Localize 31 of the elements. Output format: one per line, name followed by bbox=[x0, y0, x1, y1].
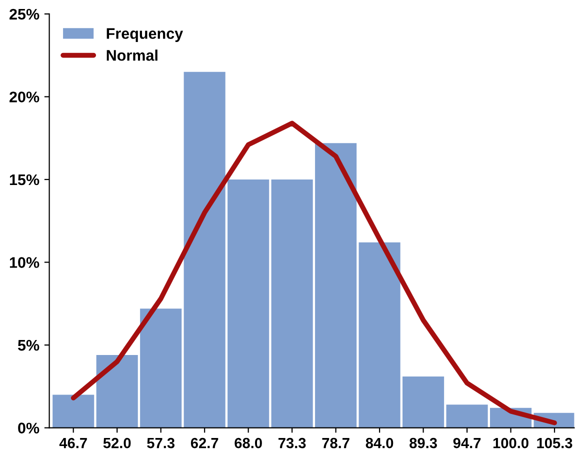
x-tick-label: 94.7 bbox=[453, 438, 481, 448]
x-tick-label: 52.0 bbox=[103, 438, 131, 448]
y-tick-label: 15% bbox=[10, 174, 40, 186]
bar bbox=[52, 394, 94, 428]
x-tick-label: 105.3 bbox=[537, 438, 572, 448]
x-tick-label: 73.3 bbox=[278, 438, 306, 448]
legend-label: Frequency bbox=[106, 28, 184, 42]
y-tick-label: 20% bbox=[10, 92, 40, 102]
x-tick-label: 78.7 bbox=[322, 438, 350, 448]
bar bbox=[271, 179, 313, 428]
line-series bbox=[70, 120, 557, 426]
x-tick-label: 100.0 bbox=[493, 438, 528, 448]
bar bbox=[228, 179, 270, 428]
y-tick-label: 5% bbox=[18, 340, 40, 351]
y-tick-label: 0% bbox=[18, 422, 40, 434]
x-tick-label: 89.3 bbox=[410, 438, 437, 448]
bar bbox=[140, 308, 182, 428]
x-tick-label: 62.7 bbox=[190, 438, 218, 448]
bar bbox=[402, 376, 444, 428]
y-tick-label: 10% bbox=[10, 257, 40, 268]
x-tick-label: 68.0 bbox=[234, 438, 262, 448]
y-tick-label: 25% bbox=[10, 8, 40, 20]
bar bbox=[184, 72, 226, 428]
bar bbox=[96, 354, 138, 428]
x-tick-label: 84.0 bbox=[366, 438, 394, 448]
bar bbox=[358, 242, 400, 428]
x-tick-label: 57.3 bbox=[147, 438, 175, 448]
bar bbox=[446, 404, 488, 428]
legend-label: Normal bbox=[106, 50, 158, 61]
bar bbox=[315, 143, 357, 428]
x-tick-label: 46.7 bbox=[59, 438, 87, 448]
